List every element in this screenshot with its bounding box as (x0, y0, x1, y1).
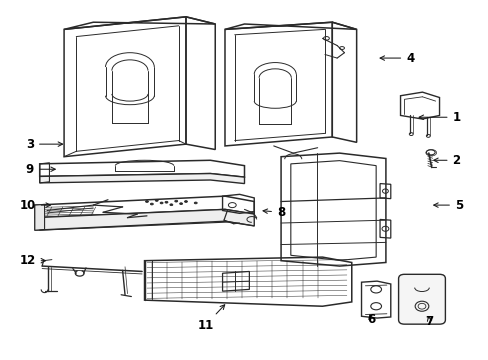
Text: 2: 2 (433, 154, 460, 167)
Ellipse shape (164, 201, 167, 203)
Text: 5: 5 (433, 199, 462, 212)
Ellipse shape (184, 201, 187, 202)
Text: 6: 6 (366, 313, 375, 327)
Text: 3: 3 (26, 138, 62, 150)
Polygon shape (35, 210, 254, 230)
Ellipse shape (160, 202, 163, 204)
Text: 12: 12 (20, 254, 45, 267)
FancyBboxPatch shape (398, 274, 445, 324)
Text: 4: 4 (379, 51, 413, 64)
Ellipse shape (155, 199, 158, 201)
Text: 1: 1 (418, 111, 460, 124)
Polygon shape (35, 204, 44, 230)
Text: 9: 9 (26, 163, 55, 176)
Text: 11: 11 (197, 305, 224, 332)
Ellipse shape (169, 204, 172, 206)
Ellipse shape (145, 201, 148, 202)
Text: 10: 10 (20, 199, 50, 212)
Ellipse shape (194, 202, 197, 204)
Text: 7: 7 (425, 315, 433, 328)
Ellipse shape (174, 200, 177, 202)
Polygon shape (40, 174, 244, 184)
Ellipse shape (150, 203, 153, 205)
Text: 8: 8 (263, 206, 285, 219)
Ellipse shape (179, 203, 182, 204)
